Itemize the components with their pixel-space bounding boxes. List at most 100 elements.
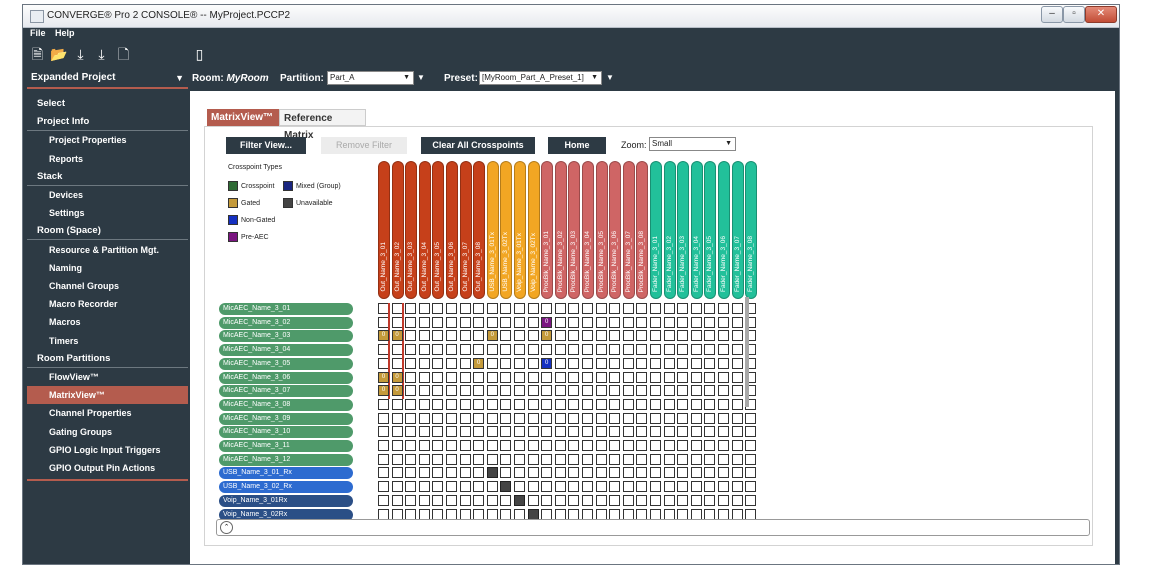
crosspoint-cell[interactable] bbox=[459, 398, 471, 410]
crosspoint-cell[interactable] bbox=[418, 467, 430, 479]
sidebar-item-select[interactable]: Select bbox=[37, 98, 65, 109]
crosspoint-cell[interactable] bbox=[636, 440, 648, 451]
column-header[interactable]: Out_Name_3_05 bbox=[432, 161, 445, 299]
crosspoint-cell[interactable] bbox=[405, 440, 417, 451]
column-header[interactable]: Fader_Name_3_04 bbox=[690, 161, 703, 299]
crosspoint-cell[interactable] bbox=[636, 303, 648, 314]
download-all-icon[interactable]: ⤓ bbox=[98, 46, 105, 62]
crosspoint-cell[interactable] bbox=[391, 481, 403, 493]
column-header[interactable]: Out_Name_3_02 bbox=[391, 161, 404, 299]
column-header[interactable]: Fader_Name_3_03 bbox=[677, 161, 690, 299]
crosspoint-cell[interactable] bbox=[609, 481, 621, 493]
crosspoint-cell[interactable] bbox=[527, 453, 539, 465]
expanded-project-header[interactable]: Expanded Project ▼ bbox=[27, 69, 188, 89]
crosspoint-cell[interactable] bbox=[690, 412, 702, 424]
crosspoint-cell[interactable] bbox=[582, 344, 593, 356]
sidebar-item-channel-groups[interactable]: Channel Groups bbox=[49, 281, 120, 291]
crosspoint-cell[interactable] bbox=[568, 508, 580, 520]
crosspoint-cell[interactable] bbox=[677, 371, 689, 383]
crosspoint-cell[interactable] bbox=[677, 494, 689, 506]
crosspoint-cell[interactable] bbox=[541, 508, 553, 520]
crosspoint-cell[interactable] bbox=[486, 385, 498, 397]
crosspoint-cell[interactable] bbox=[731, 494, 743, 506]
crosspoint-cell[interactable] bbox=[731, 508, 743, 520]
sidebar-item-macro-recorder[interactable]: Macro Recorder bbox=[49, 299, 118, 310]
crosspoint-cell[interactable] bbox=[731, 371, 743, 383]
crosspoint-cell[interactable] bbox=[527, 467, 539, 479]
crosspoint-cell[interactable] bbox=[418, 330, 430, 342]
details-bar[interactable] bbox=[216, 519, 1090, 536]
crosspoint-cell[interactable] bbox=[446, 330, 457, 342]
crosspoint-cell[interactable] bbox=[731, 412, 743, 424]
crosspoint-cell[interactable] bbox=[704, 371, 716, 383]
crosspoint-cell[interactable] bbox=[554, 357, 566, 369]
crosspoint-cell[interactable] bbox=[473, 440, 485, 451]
crosspoint-cell[interactable] bbox=[473, 303, 485, 314]
column-header[interactable]: Out_Name_3_04 bbox=[418, 161, 431, 299]
sidebar-item-room-partitions[interactable]: Room Partitions bbox=[27, 350, 188, 368]
column-header[interactable]: ProcBlk_Name_3_02 bbox=[554, 161, 567, 299]
crosspoint-cell[interactable] bbox=[446, 398, 457, 410]
crosspoint-cell[interactable] bbox=[527, 316, 539, 328]
crosspoint-cell[interactable] bbox=[690, 440, 702, 451]
crosspoint-cell[interactable] bbox=[650, 371, 661, 383]
crosspoint-cell[interactable] bbox=[486, 426, 498, 438]
crosspoint-cell[interactable] bbox=[514, 453, 525, 465]
crosspoint-cell[interactable] bbox=[514, 398, 525, 410]
sidebar-item-channel-properties[interactable]: Channel Properties bbox=[49, 408, 132, 419]
row-header[interactable]: MicAEC_Name_3_01 bbox=[219, 303, 353, 315]
crosspoint-cell[interactable] bbox=[459, 467, 471, 479]
column-header[interactable]: Out_Name_3_08 bbox=[473, 161, 486, 299]
crosspoint-cell[interactable] bbox=[582, 412, 593, 424]
crosspoint-cell[interactable] bbox=[391, 440, 403, 451]
crosspoint-gated[interactable]: 0 bbox=[391, 385, 403, 397]
column-header[interactable]: ProcBlk_Name_3_03 bbox=[568, 161, 581, 299]
column-header[interactable]: USB_Name_3_02Tx bbox=[500, 161, 513, 299]
crosspoint-cell[interactable] bbox=[432, 371, 444, 383]
crosspoint-cell[interactable] bbox=[418, 398, 430, 410]
crosspoint-cell[interactable] bbox=[622, 467, 634, 479]
crosspoint-cell[interactable] bbox=[541, 481, 553, 493]
crosspoint-cell[interactable] bbox=[718, 481, 729, 493]
crosspoint-cell[interactable] bbox=[378, 440, 389, 451]
row-header[interactable]: MicAEC_Name_3_08 bbox=[219, 398, 353, 411]
crosspoint-cell[interactable] bbox=[663, 303, 675, 314]
crosspoint-cell[interactable] bbox=[486, 440, 498, 451]
crosspoint-cell[interactable] bbox=[391, 398, 403, 410]
crosspoint-cell[interactable] bbox=[650, 508, 661, 520]
crosspoint-cell[interactable] bbox=[622, 371, 634, 383]
crosspoint-cell[interactable] bbox=[595, 385, 607, 397]
crosspoint-cell[interactable] bbox=[718, 508, 729, 520]
crosspoint-cell[interactable] bbox=[731, 303, 743, 314]
new-project-icon[interactable]: 🗎 bbox=[31, 46, 44, 62]
crosspoint-non-gated[interactable]: 0 bbox=[541, 357, 553, 369]
crosspoint-cell[interactable] bbox=[622, 398, 634, 410]
crosspoint-cell[interactable] bbox=[609, 316, 621, 328]
crosspoint-cell[interactable] bbox=[636, 371, 648, 383]
crosspoint-cell[interactable] bbox=[718, 440, 729, 451]
crosspoint-cell[interactable] bbox=[731, 357, 743, 369]
row-header[interactable]: MicAEC_Name_3_04 bbox=[219, 344, 353, 357]
crosspoint-cell[interactable] bbox=[378, 412, 389, 424]
crosspoint-gated[interactable]: 0 bbox=[378, 330, 389, 342]
column-header[interactable]: Fader_Name_3_07 bbox=[731, 161, 744, 299]
crosspoint-cell[interactable] bbox=[514, 344, 525, 356]
crosspoint-cell[interactable] bbox=[446, 371, 457, 383]
crosspoint-cell[interactable] bbox=[609, 508, 621, 520]
crosspoint-cell[interactable] bbox=[663, 426, 675, 438]
crosspoint-cell[interactable] bbox=[704, 316, 716, 328]
crosspoint-cell[interactable] bbox=[405, 330, 417, 342]
crosspoint-cell[interactable] bbox=[418, 453, 430, 465]
crosspoint-cell[interactable] bbox=[731, 344, 743, 356]
crosspoint-cell[interactable] bbox=[418, 385, 430, 397]
crosspoint-cell[interactable] bbox=[527, 494, 539, 506]
crosspoint-cell[interactable] bbox=[582, 398, 593, 410]
crosspoint-cell[interactable] bbox=[446, 440, 457, 451]
crosspoint-cell[interactable] bbox=[446, 426, 457, 438]
sidebar-item-project-info[interactable]: Project Info bbox=[27, 113, 188, 132]
crosspoint-cell[interactable] bbox=[541, 303, 553, 314]
crosspoint-cell[interactable] bbox=[704, 385, 716, 397]
crosspoint-cell[interactable] bbox=[459, 412, 471, 424]
partition-pin-icon[interactable]: ▼ bbox=[417, 73, 425, 82]
crosspoint-cell[interactable] bbox=[636, 508, 648, 520]
